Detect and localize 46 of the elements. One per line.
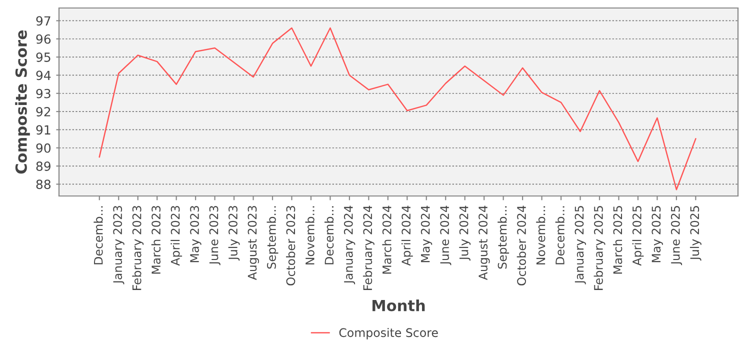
y-tick-label: 91 (36, 125, 50, 135)
x-tick-label: Novemb... (305, 206, 314, 264)
x-tick-label: June 2023 (209, 206, 220, 266)
x-tick-label: April 2025 (632, 206, 644, 266)
x-tick-label: March 2023 (151, 206, 161, 274)
x-tick-label: April 2023 (170, 206, 182, 266)
x-tick-label: April 2024 (401, 206, 413, 266)
x-tick-label: July 2025 (690, 206, 702, 261)
x-tick-label: January 2024 (344, 206, 356, 284)
x-tick-label: Septemb... (266, 206, 278, 269)
x-tick-label: January 2023 (113, 206, 124, 284)
y-tick-label: 94 (36, 70, 51, 80)
x-tick-label: March 2024 (382, 206, 392, 274)
x-tick-label: August 2024 (478, 206, 490, 280)
x-tick-label: Septemb... (498, 206, 510, 269)
y-tick-label: 95 (36, 52, 50, 62)
y-axis-title: Composite Score (15, 30, 30, 174)
x-tick-label: May 2025 (652, 206, 663, 262)
y-tick-label: 92 (36, 107, 50, 116)
x-axis-title: Month (372, 299, 425, 312)
x-tick-label: March 2025 (613, 206, 622, 274)
x-tick-label: February 2024 (362, 206, 374, 290)
y-tick-label: 93 (36, 88, 50, 98)
x-tick-label: October 2024 (516, 206, 526, 286)
line-series (98, 27, 696, 190)
x-tick-label: January 2025 (574, 206, 586, 284)
y-tick-label: 89 (36, 162, 50, 171)
x-tick-label: May 2023 (190, 206, 202, 262)
x-tick-label: May 2024 (420, 206, 432, 262)
legend-label: Composite Score (339, 328, 438, 340)
x-tick-label: February 2025 (594, 206, 606, 290)
y-tick-label: 90 (36, 143, 51, 153)
x-tick-label: June 2025 (670, 206, 682, 266)
y-tick-label: 97 (36, 16, 50, 26)
x-tick-label: July 2024 (459, 206, 471, 261)
y-tick-label: 96 (36, 34, 51, 44)
x-tick-label: Novemb... (536, 206, 546, 264)
x-tick-label: June 2024 (440, 206, 452, 266)
x-tick-label: Decemb... (94, 206, 103, 264)
x-tick-label: Decemb... (555, 206, 564, 264)
y-tick-label: 88 (36, 180, 51, 190)
x-tick-label: February 2023 (132, 206, 144, 290)
x-tick-label: Decemb... (324, 206, 334, 264)
x-tick-label: July 2023 (228, 206, 240, 261)
x-tick-label: August 2023 (248, 206, 259, 280)
x-tick-label: October 2023 (286, 206, 296, 286)
